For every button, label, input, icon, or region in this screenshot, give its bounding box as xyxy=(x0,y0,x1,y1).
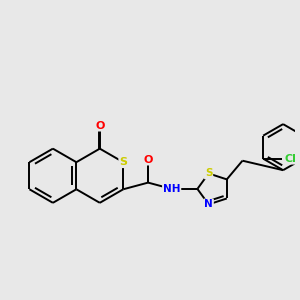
Text: NH: NH xyxy=(163,184,180,194)
Text: N: N xyxy=(204,200,213,209)
Text: O: O xyxy=(95,121,104,130)
Text: O: O xyxy=(143,154,153,165)
Text: S: S xyxy=(205,169,212,178)
Text: S: S xyxy=(119,157,127,167)
Text: Cl: Cl xyxy=(284,154,296,164)
